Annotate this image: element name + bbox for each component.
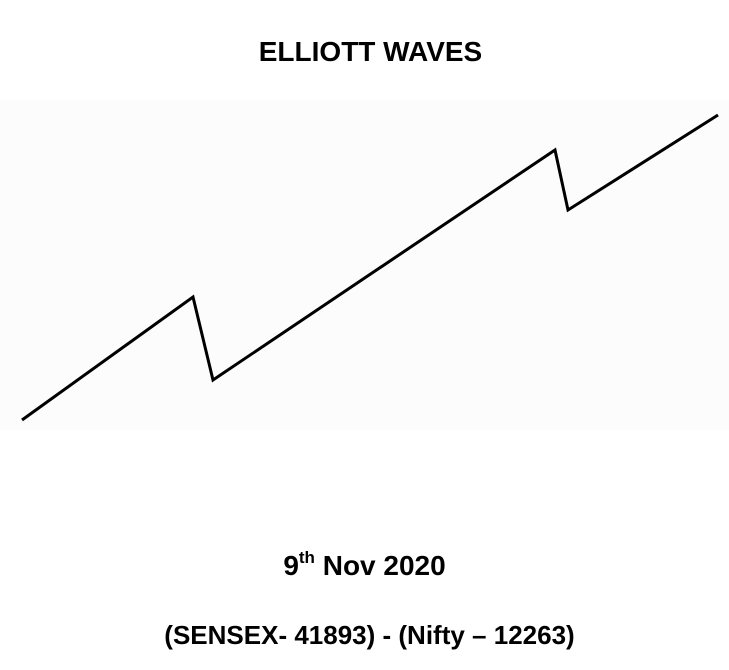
wave-line	[21, 113, 719, 422]
wave-background	[0, 100, 729, 430]
date-day: 9	[283, 550, 299, 581]
indices: (SENSEX- 41893) - (Nifty – 12263)	[164, 620, 575, 650]
title: ELLIOTT WAVES	[258, 36, 483, 67]
date-rest: Nov 2020	[322, 550, 446, 581]
date-suffix: th	[298, 548, 315, 567]
date: 9th Nov 2020	[0, 548, 729, 582]
